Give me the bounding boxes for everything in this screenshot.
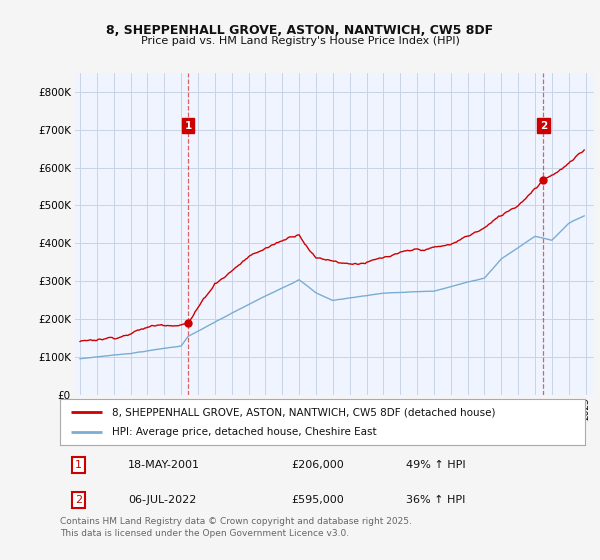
Text: £595,000: £595,000 bbox=[291, 495, 344, 505]
Text: 8, SHEPPENHALL GROVE, ASTON, NANTWICH, CW5 8DF (detached house): 8, SHEPPENHALL GROVE, ASTON, NANTWICH, C… bbox=[113, 407, 496, 417]
Text: 2: 2 bbox=[540, 121, 547, 131]
Text: HPI: Average price, detached house, Cheshire East: HPI: Average price, detached house, Ches… bbox=[113, 427, 377, 437]
Text: 18-MAY-2001: 18-MAY-2001 bbox=[128, 460, 200, 470]
Text: 2: 2 bbox=[75, 495, 82, 505]
Text: Contains HM Land Registry data © Crown copyright and database right 2025.
This d: Contains HM Land Registry data © Crown c… bbox=[60, 517, 412, 538]
Text: 8, SHEPPENHALL GROVE, ASTON, NANTWICH, CW5 8DF: 8, SHEPPENHALL GROVE, ASTON, NANTWICH, C… bbox=[106, 24, 494, 36]
Text: 36% ↑ HPI: 36% ↑ HPI bbox=[407, 495, 466, 505]
Text: 1: 1 bbox=[75, 460, 82, 470]
Text: £206,000: £206,000 bbox=[291, 460, 344, 470]
Text: 06-JUL-2022: 06-JUL-2022 bbox=[128, 495, 197, 505]
Text: Price paid vs. HM Land Registry's House Price Index (HPI): Price paid vs. HM Land Registry's House … bbox=[140, 36, 460, 46]
Text: 49% ↑ HPI: 49% ↑ HPI bbox=[407, 460, 466, 470]
Text: 1: 1 bbox=[185, 121, 192, 131]
